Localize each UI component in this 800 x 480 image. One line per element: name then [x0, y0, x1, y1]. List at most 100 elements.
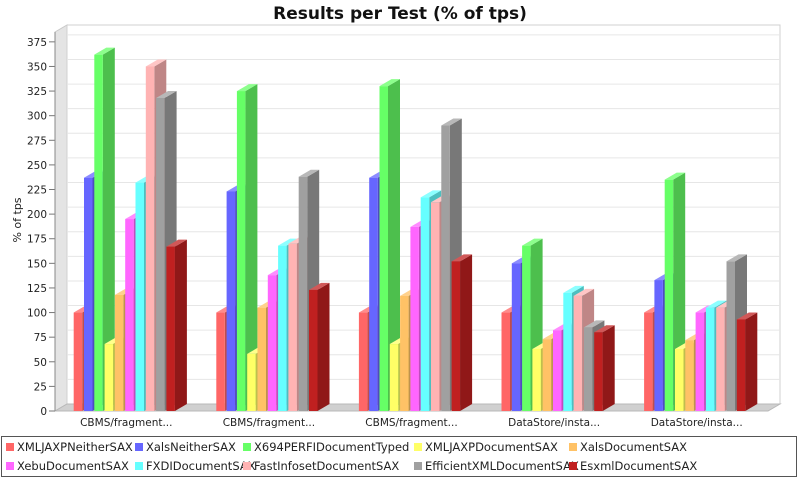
legend-label: XalsNeitherSAX	[146, 440, 236, 454]
bar-top	[145, 59, 167, 67]
bar-front	[675, 348, 684, 411]
y-tick-label: 300	[27, 111, 47, 123]
legend-label: EsxmlDocumentSAX	[580, 459, 698, 473]
bar-front	[94, 54, 103, 411]
legend-swatch	[243, 462, 251, 470]
legend-item: FastInfosetDocumentSAX	[243, 458, 399, 474]
x-tick-label: CBMS/fragment...	[80, 417, 172, 429]
bar-front	[298, 176, 308, 411]
bar-top	[522, 238, 543, 246]
bar-front	[125, 219, 134, 411]
bar	[736, 312, 758, 411]
bar-top	[278, 238, 299, 246]
legend-label: XebuDocumentSAX	[17, 459, 129, 473]
bar-front	[358, 312, 368, 411]
plot-area: 0 25 50 75 100 125 150 175 200 225 250 275 300 325 350…	[27, 24, 782, 429]
chart-title: Results per Test (% of tps)	[273, 4, 527, 24]
bar-front	[532, 348, 541, 411]
legend-swatch	[243, 443, 251, 451]
bar-front	[226, 191, 236, 411]
legend-label: XMLJAXPNeitherSAX	[17, 440, 133, 454]
bar-side	[317, 282, 330, 411]
bar-top	[166, 239, 187, 247]
y-tick-label: 325	[27, 86, 47, 98]
bar-top	[563, 285, 584, 293]
bar-front	[145, 66, 155, 412]
legend-swatch	[6, 462, 14, 470]
bar-front	[654, 280, 663, 411]
y-tick-label: 50	[34, 357, 47, 369]
legend-item: XMLJAXPNeitherSAX	[6, 439, 133, 455]
bar-front	[716, 307, 725, 411]
bar-front	[389, 344, 399, 411]
chart-canvas: Results per Test (% of tps) % of tps 0 25…	[11, 4, 782, 429]
bar-top	[573, 288, 595, 296]
bar-top	[736, 312, 758, 320]
y-tick-label: 275	[27, 135, 47, 147]
bar-front	[511, 263, 521, 411]
bar-front	[73, 312, 83, 411]
x-tick-label: CBMS/fragment...	[365, 417, 457, 429]
bar-front	[216, 312, 225, 411]
legend-label: XMLJAXPDocumentSAX	[425, 440, 558, 454]
bar-front	[309, 289, 318, 411]
bar-front	[114, 294, 124, 411]
bar-side	[745, 312, 758, 411]
bar-top	[236, 84, 258, 92]
bar	[379, 79, 400, 412]
bar-front	[247, 353, 256, 411]
y-tick-label: 75	[34, 332, 47, 344]
legend-label: FastInfosetDocumentSAX	[254, 459, 400, 473]
bar-side	[602, 325, 615, 411]
legend-item: EfficientXMLDocumentSAX	[414, 458, 579, 474]
legend-item: FXDIDocumentSAX	[135, 458, 256, 474]
bar-top	[594, 325, 615, 333]
legend-swatch	[569, 462, 577, 470]
bar-side	[245, 84, 258, 411]
bar-front	[644, 312, 653, 411]
bar-group	[501, 238, 615, 411]
bar-front	[573, 295, 583, 411]
bar-group	[358, 79, 473, 412]
bar-front	[166, 246, 175, 411]
bar-front	[104, 344, 114, 411]
bar-front	[379, 86, 388, 412]
y-tick-label: 100	[27, 308, 47, 320]
bar-top	[664, 172, 686, 180]
bar	[309, 282, 330, 411]
bar-top	[298, 169, 320, 177]
bar-top	[94, 47, 115, 55]
bar-front	[400, 295, 409, 411]
bar-front	[84, 177, 93, 411]
plot-left-wall	[54, 24, 68, 412]
y-tick-label: 200	[27, 209, 47, 221]
bar-group	[73, 47, 187, 412]
bar	[451, 254, 473, 411]
bar-front	[236, 91, 246, 411]
y-tick-label: 225	[27, 185, 47, 197]
bar-front	[410, 226, 419, 411]
bar-front	[563, 292, 572, 411]
bar-front	[685, 340, 694, 411]
bar-front	[431, 202, 440, 411]
y-tick-label: 375	[27, 37, 47, 49]
x-tick-label: CBMS/fragment...	[223, 417, 315, 429]
bar-side	[174, 239, 187, 411]
legend-label: X694PERFIDocumentTyped	[254, 440, 410, 454]
bar-top	[309, 282, 330, 290]
bar	[236, 84, 258, 411]
bar-front	[267, 275, 277, 411]
bar-side	[388, 79, 400, 412]
legend-swatch	[135, 462, 143, 470]
bar-front	[664, 179, 674, 411]
legend-swatch	[135, 443, 143, 451]
bar-top	[583, 320, 605, 328]
bar	[594, 325, 615, 411]
bar-front	[451, 261, 461, 411]
bar-top	[441, 118, 462, 126]
x-tick-label: DataStore/insta...	[508, 417, 600, 429]
bar-front	[594, 332, 603, 411]
legend-swatch	[414, 462, 422, 470]
y-tick-label: 350	[27, 61, 47, 73]
bar	[166, 239, 187, 411]
